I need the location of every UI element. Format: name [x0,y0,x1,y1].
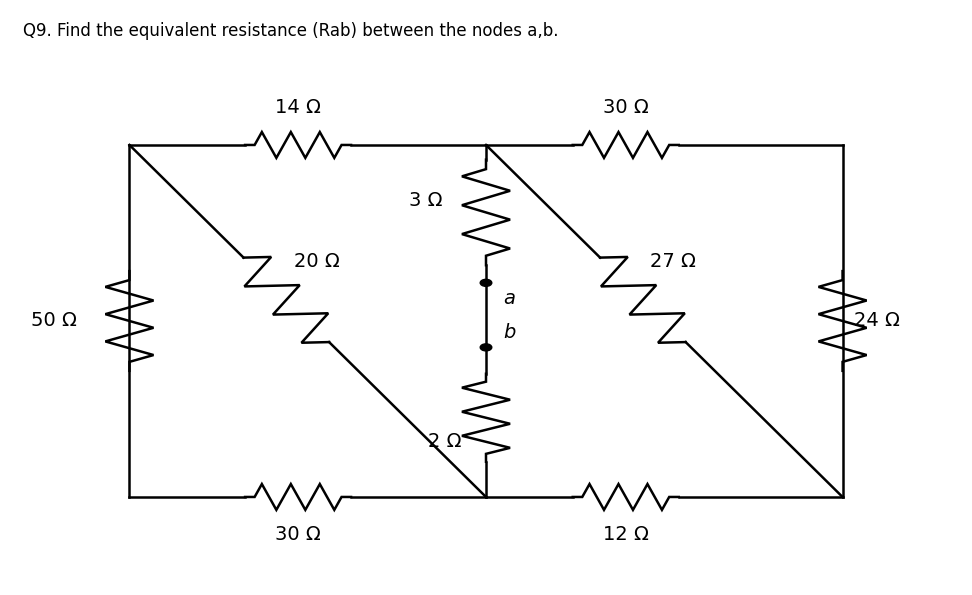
Text: 20 Ω: 20 Ω [294,252,339,271]
Text: 27 Ω: 27 Ω [650,252,696,271]
Circle shape [480,344,492,351]
Text: 50 Ω: 50 Ω [30,311,77,330]
Text: 30 Ω: 30 Ω [275,525,321,544]
Text: 30 Ω: 30 Ω [603,98,648,117]
Circle shape [480,279,492,286]
Text: 12 Ω: 12 Ω [603,525,648,544]
Text: 3 Ω: 3 Ω [409,191,442,210]
Text: Q9. Find the equivalent resistance (Rab) between the nodes a,b.: Q9. Find the equivalent resistance (Rab)… [23,22,559,40]
Text: 14 Ω: 14 Ω [275,98,321,117]
Text: $a$: $a$ [503,289,516,308]
Text: 2 Ω: 2 Ω [429,432,462,451]
Text: $b$: $b$ [503,322,517,342]
Text: 24 Ω: 24 Ω [854,311,900,330]
